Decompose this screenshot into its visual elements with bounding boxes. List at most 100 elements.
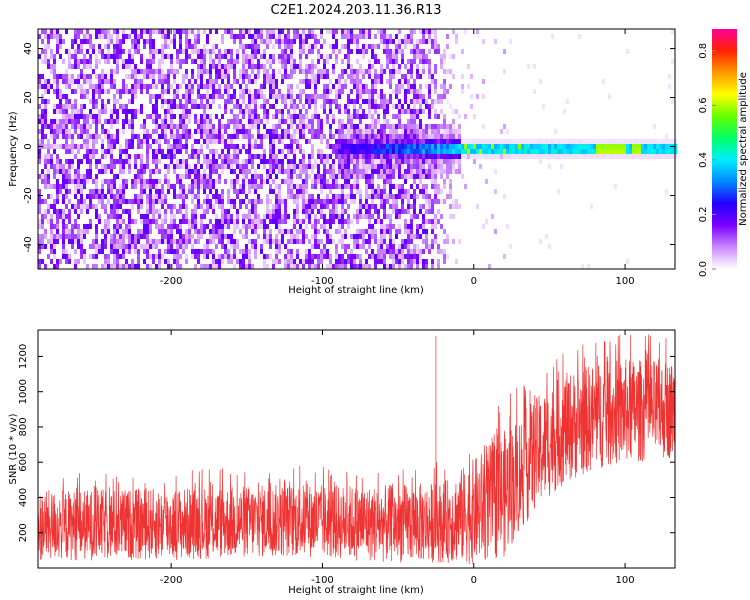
heatmap-cell	[56, 214, 59, 219]
heatmap-cell	[164, 109, 167, 114]
heatmap-cell	[449, 54, 452, 59]
heatmap-cell	[374, 119, 377, 124]
heatmap-cell	[50, 184, 53, 189]
heatmap-cell	[422, 144, 425, 149]
heatmap-cell	[197, 49, 200, 54]
heatmap-cell	[245, 109, 248, 114]
heatmap-cell	[629, 144, 632, 149]
heatmap-cell	[482, 94, 485, 99]
heatmap-cell	[389, 189, 392, 194]
heatmap-cell	[251, 219, 254, 224]
heatmap-cell	[374, 154, 377, 159]
heatmap-cell	[239, 184, 242, 189]
heatmap-cell	[284, 64, 287, 69]
heatmap-cell	[416, 109, 419, 114]
heatmap-cell	[344, 29, 347, 34]
heatmap-cell	[404, 109, 407, 114]
heatmap-cell	[449, 69, 452, 74]
heatmap-cell	[350, 199, 353, 204]
heatmap-cell	[374, 44, 377, 49]
heatmap-cell	[263, 109, 266, 114]
heatmap-cell	[41, 244, 44, 249]
heatmap-cell	[269, 239, 272, 244]
heatmap-cell	[446, 234, 449, 239]
heatmap-cell	[332, 264, 335, 269]
heatmap-cell	[233, 154, 236, 159]
heatmap-cell	[188, 39, 191, 44]
heatmap-cell	[365, 194, 368, 199]
heatmap-cell	[104, 224, 107, 229]
heatmap-cell	[437, 199, 440, 204]
heatmap-cell	[203, 174, 206, 179]
heatmap-cell	[398, 159, 401, 164]
heatmap-cell	[65, 184, 68, 189]
heatmap-cell	[206, 164, 209, 169]
heatmap-cell	[176, 174, 179, 179]
heatmap-cell	[311, 59, 314, 64]
heatmap-cell	[344, 69, 347, 74]
heatmap-cell	[608, 144, 611, 149]
heatmap-cell	[170, 149, 173, 154]
heatmap-cell	[233, 74, 236, 79]
heatmap-cell	[290, 124, 293, 129]
heatmap-cell	[86, 39, 89, 44]
heatmap-cell	[413, 189, 416, 194]
heatmap-cell	[101, 239, 104, 244]
heatmap-cell	[248, 184, 251, 189]
heatmap-cell	[632, 144, 635, 149]
heatmap-cell	[413, 174, 416, 179]
heatmap-cell	[434, 239, 437, 244]
heatmap-cell	[551, 139, 554, 144]
heatmap-cell	[434, 159, 437, 164]
heatmap-cell	[347, 184, 350, 189]
heatmap-cell	[200, 179, 203, 184]
heatmap-cell	[251, 54, 254, 59]
heatmap-cell	[428, 104, 431, 109]
heatmap-cell	[92, 154, 95, 159]
heatmap-cell	[107, 49, 110, 54]
heatmap-cell	[131, 124, 134, 129]
heatmap-cell	[191, 49, 194, 54]
heatmap-cell	[464, 149, 467, 154]
heatmap-cell	[341, 214, 344, 219]
heatmap-cell	[155, 149, 158, 154]
heatmap-cell	[206, 124, 209, 129]
heatmap-cell	[119, 244, 122, 249]
heatmap-cell	[47, 99, 50, 104]
heatmap-cell	[632, 139, 635, 144]
heatmap-cell	[104, 219, 107, 224]
heatmap-cell	[407, 34, 410, 39]
heatmap-cell	[128, 119, 131, 124]
heatmap-cell	[134, 64, 137, 69]
heatmap-cell	[56, 29, 59, 34]
heatmap-cell	[371, 139, 374, 144]
heatmap-cell	[203, 209, 206, 214]
heatmap-cell	[92, 94, 95, 99]
heatmap-cell	[239, 164, 242, 169]
heatmap-cell	[221, 79, 224, 84]
heatmap-cell	[452, 144, 455, 149]
colorbar-ticks: 0.00.20.40.60.8	[698, 43, 716, 277]
heatmap-cell	[422, 219, 425, 224]
heatmap-cell	[227, 74, 230, 79]
heatmap-cell	[437, 124, 440, 129]
heatmap-cell	[293, 64, 296, 69]
heatmap-cell	[233, 69, 236, 74]
heatmap-cell	[194, 169, 197, 174]
heatmap-cell	[407, 259, 410, 264]
heatmap-cell	[104, 129, 107, 134]
heatmap-cell	[194, 204, 197, 209]
heatmap-cell	[113, 159, 116, 164]
heatmap-cell	[290, 159, 293, 164]
heatmap-cell	[113, 249, 116, 254]
heatmap-cell	[152, 74, 155, 79]
heatmap-cell	[176, 89, 179, 94]
heatmap-cell	[146, 149, 149, 154]
heatmap-cell	[188, 134, 191, 139]
heatmap-cell	[149, 69, 152, 74]
heatmap-cell	[281, 234, 284, 239]
heatmap-cell	[602, 154, 605, 159]
heatmap-cell	[320, 69, 323, 74]
heatmap-cell	[389, 134, 392, 139]
heatmap-cell	[140, 164, 143, 169]
